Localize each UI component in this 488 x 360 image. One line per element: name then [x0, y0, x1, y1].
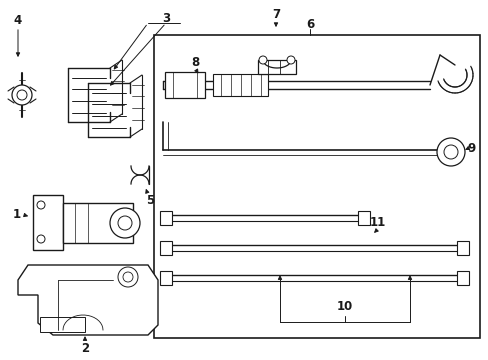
Text: 9: 9 [467, 141, 475, 154]
Circle shape [443, 145, 457, 159]
Circle shape [17, 90, 27, 100]
Polygon shape [18, 265, 158, 335]
Text: 3: 3 [162, 12, 170, 24]
Circle shape [12, 85, 32, 105]
Circle shape [110, 208, 140, 238]
Bar [160, 211, 172, 225]
Text: 10: 10 [336, 301, 352, 314]
Circle shape [118, 267, 138, 287]
Circle shape [436, 138, 464, 166]
Text: 4: 4 [14, 13, 22, 27]
Text: 6: 6 [305, 18, 313, 31]
Bar [40, 317, 85, 332]
Text: 2: 2 [81, 342, 89, 355]
Bar [258, 60, 295, 74]
Circle shape [286, 56, 294, 64]
Circle shape [118, 216, 132, 230]
Text: 7: 7 [271, 9, 280, 22]
Circle shape [123, 272, 133, 282]
Bar [63, 203, 133, 243]
Text: 11: 11 [369, 216, 386, 229]
Text: 1: 1 [13, 208, 21, 221]
Bar [154, 35, 479, 338]
Bar [456, 271, 468, 285]
Circle shape [37, 235, 45, 243]
Bar [164, 72, 204, 98]
Bar [160, 241, 172, 255]
Bar [456, 241, 468, 255]
Text: 8: 8 [190, 57, 199, 69]
Bar [357, 211, 369, 225]
Text: 5: 5 [145, 194, 154, 207]
Circle shape [37, 201, 45, 209]
Bar [160, 271, 172, 285]
Bar [33, 195, 63, 250]
Bar [213, 74, 267, 96]
Circle shape [259, 56, 266, 64]
